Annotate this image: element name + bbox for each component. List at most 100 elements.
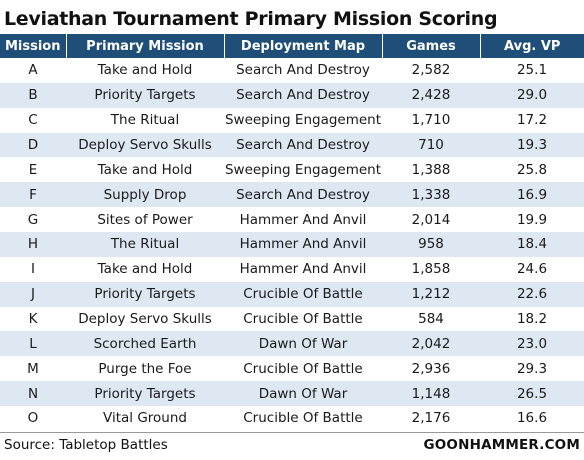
cell-games: 1,148 xyxy=(382,381,480,407)
table-row: N Priority Targets Dawn Of War 1,148 26.5 xyxy=(0,381,584,407)
cell-games: 2,936 xyxy=(382,356,480,382)
cell-games: 1,858 xyxy=(382,256,480,282)
cell-games: 1,388 xyxy=(382,157,480,183)
cell-deployment-map: Search And Destroy xyxy=(224,182,382,208)
brand-mark: GOONHAMMER.COM xyxy=(423,437,580,453)
cell-mission: O xyxy=(0,406,66,431)
cell-avg-vp: 24.6 xyxy=(480,256,584,282)
cell-deployment-map: Crucible Of Battle xyxy=(224,306,382,332)
table-row: E Take and Hold Sweeping Engagement 1,388 25… xyxy=(0,157,584,183)
cell-deployment-map: Sweeping Engagement xyxy=(224,157,382,183)
cell-games: 2,014 xyxy=(382,207,480,233)
table-row: G Sites of Power Hammer And Anvil 2,014 19.9 xyxy=(0,207,584,233)
cell-primary-mission: Priority Targets xyxy=(66,281,224,307)
cell-avg-vp: 22.6 xyxy=(480,281,584,307)
cell-mission: L xyxy=(0,331,66,357)
cell-avg-vp: 18.2 xyxy=(480,306,584,332)
cell-deployment-map: Sweeping Engagement xyxy=(224,107,382,133)
cell-primary-mission: Take and Hold xyxy=(66,256,224,282)
cell-games: 2,428 xyxy=(382,82,480,108)
cell-mission: M xyxy=(0,356,66,382)
table-row: D Deploy Servo Skulls Search And Destroy 71… xyxy=(0,132,584,158)
table-row: J Priority Targets Crucible Of Battle 1,212… xyxy=(0,281,584,307)
table-row: F Supply Drop Search And Destroy 1,338 16.9 xyxy=(0,182,584,208)
cell-primary-mission: Scorched Earth xyxy=(66,331,224,357)
mission-scoring-table: Mission Primary Mission Deployment Map G… xyxy=(0,34,584,431)
cell-games: 1,710 xyxy=(382,107,480,133)
cell-primary-mission: Take and Hold xyxy=(66,58,224,83)
cell-deployment-map: Dawn Of War xyxy=(224,331,382,357)
cell-deployment-map: Search And Destroy xyxy=(224,132,382,158)
cell-mission: I xyxy=(0,256,66,282)
cell-mission: H xyxy=(0,232,66,257)
cell-games: 2,042 xyxy=(382,331,480,357)
cell-deployment-map: Crucible Of Battle xyxy=(224,281,382,307)
cell-games: 584 xyxy=(382,306,480,332)
cell-games: 710 xyxy=(382,132,480,158)
page-title: Leviathan Tournament Primary Mission Sco… xyxy=(4,8,498,30)
cell-primary-mission: Deploy Servo Skulls xyxy=(66,132,224,158)
cell-mission: G xyxy=(0,207,66,233)
header-games: Games xyxy=(382,34,481,58)
header-avg-vp: Avg. VP xyxy=(480,34,584,58)
cell-avg-vp: 29.3 xyxy=(480,356,584,382)
cell-mission: A xyxy=(0,58,66,83)
cell-games: 958 xyxy=(382,232,480,257)
cell-games: 1,338 xyxy=(382,182,480,208)
cell-mission: E xyxy=(0,157,66,183)
cell-deployment-map: Hammer And Anvil xyxy=(224,207,382,233)
cell-primary-mission: Vital Ground xyxy=(66,406,224,431)
table-row: O Vital Ground Crucible Of Battle 2,176 16.6 xyxy=(0,406,584,431)
cell-deployment-map: Search And Destroy xyxy=(224,58,382,83)
cell-primary-mission: Take and Hold xyxy=(66,157,224,183)
cell-deployment-map: Crucible Of Battle xyxy=(224,406,382,431)
cell-primary-mission: Supply Drop xyxy=(66,182,224,208)
cell-avg-vp: 29.0 xyxy=(480,82,584,108)
cell-mission: J xyxy=(0,281,66,307)
header-deployment-map: Deployment Map xyxy=(224,34,383,58)
header-primary-mission: Primary Mission xyxy=(66,34,225,58)
cell-primary-mission: Priority Targets xyxy=(66,82,224,108)
cell-mission: D xyxy=(0,132,66,158)
table-row: K Deploy Servo Skulls Crucible Of Battle 58… xyxy=(0,306,584,332)
table-row: C The Ritual Sweeping Engagement 1,710 17.2 xyxy=(0,107,584,133)
table-row: B Priority Targets Search And Destroy 2,428… xyxy=(0,82,584,108)
cell-primary-mission: Sites of Power xyxy=(66,207,224,233)
cell-mission: K xyxy=(0,306,66,332)
cell-avg-vp: 26.5 xyxy=(480,381,584,407)
cell-avg-vp: 19.9 xyxy=(480,207,584,233)
footer: Source: Tabletop Battles GOONHAMMER.COM xyxy=(0,432,584,460)
table-row: A Take and Hold Search And Destroy 2,582 25.… xyxy=(0,58,584,83)
cell-mission: F xyxy=(0,182,66,208)
table-row: L Scorched Earth Dawn Of War 2,042 23.0 xyxy=(0,331,584,357)
cell-primary-mission: Priority Targets xyxy=(66,381,224,407)
cell-avg-vp: 16.9 xyxy=(480,182,584,208)
cell-primary-mission: Deploy Servo Skulls xyxy=(66,306,224,332)
table-row: I Take and Hold Hammer And Anvil 1,858 24.6 xyxy=(0,256,584,282)
cell-mission: B xyxy=(0,82,66,108)
cell-avg-vp: 25.8 xyxy=(480,157,584,183)
cell-avg-vp: 19.3 xyxy=(480,132,584,158)
table-row: H The Ritual Hammer And Anvil 958 18.4 xyxy=(0,232,584,257)
cell-avg-vp: 25.1 xyxy=(480,58,584,83)
cell-deployment-map: Dawn Of War xyxy=(224,381,382,407)
table-row: M Purge the Foe Crucible Of Battle 2,936 29.… xyxy=(0,356,584,382)
cell-deployment-map: Hammer And Anvil xyxy=(224,232,382,257)
cell-games: 2,582 xyxy=(382,58,480,83)
cell-mission: C xyxy=(0,107,66,133)
cell-games: 2,176 xyxy=(382,406,480,431)
header-mission: Mission xyxy=(0,34,67,58)
table-header-row: Mission Primary Mission Deployment Map G… xyxy=(0,34,584,58)
cell-primary-mission: Purge the Foe xyxy=(66,356,224,382)
cell-deployment-map: Hammer And Anvil xyxy=(224,256,382,282)
cell-avg-vp: 17.2 xyxy=(480,107,584,133)
cell-avg-vp: 18.4 xyxy=(480,232,584,257)
cell-deployment-map: Crucible Of Battle xyxy=(224,356,382,382)
cell-avg-vp: 23.0 xyxy=(480,331,584,357)
cell-avg-vp: 16.6 xyxy=(480,406,584,431)
table-body: A Take and Hold Search And Destroy 2,582 25.… xyxy=(0,58,584,431)
cell-mission: N xyxy=(0,381,66,407)
source-note: Source: Tabletop Battles xyxy=(4,437,168,453)
cell-deployment-map: Search And Destroy xyxy=(224,82,382,108)
